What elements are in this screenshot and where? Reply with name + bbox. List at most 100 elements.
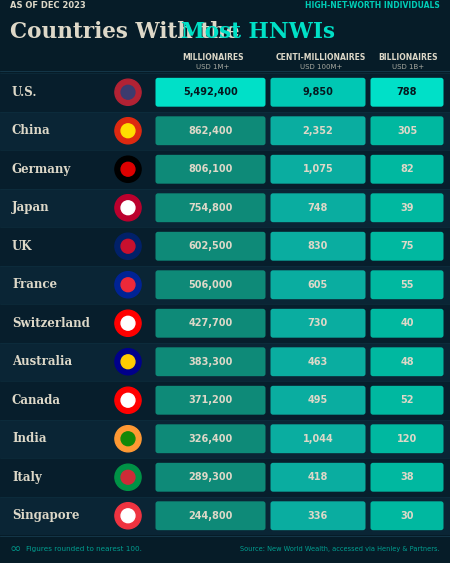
Text: Canada: Canada bbox=[12, 394, 61, 406]
Circle shape bbox=[121, 355, 135, 369]
Text: U.S.: U.S. bbox=[12, 86, 37, 99]
FancyBboxPatch shape bbox=[0, 266, 450, 304]
Text: USD 100M+: USD 100M+ bbox=[300, 64, 342, 70]
FancyBboxPatch shape bbox=[156, 193, 266, 222]
FancyBboxPatch shape bbox=[156, 117, 266, 145]
FancyBboxPatch shape bbox=[156, 270, 266, 299]
FancyBboxPatch shape bbox=[370, 386, 444, 415]
FancyBboxPatch shape bbox=[0, 342, 450, 381]
FancyBboxPatch shape bbox=[270, 117, 365, 145]
Circle shape bbox=[115, 310, 141, 336]
Text: 371,200: 371,200 bbox=[189, 395, 233, 405]
Text: Italy: Italy bbox=[12, 471, 42, 484]
FancyBboxPatch shape bbox=[270, 347, 365, 376]
Text: 9,850: 9,850 bbox=[302, 87, 333, 97]
FancyBboxPatch shape bbox=[370, 193, 444, 222]
Text: HIGH-NET-WORTH INDIVIDUALS: HIGH-NET-WORTH INDIVIDUALS bbox=[305, 1, 440, 10]
FancyBboxPatch shape bbox=[156, 386, 266, 415]
Text: 830: 830 bbox=[308, 242, 328, 251]
FancyBboxPatch shape bbox=[270, 309, 365, 338]
Text: 52: 52 bbox=[400, 395, 414, 405]
Text: 862,400: 862,400 bbox=[188, 126, 233, 136]
Text: 48: 48 bbox=[400, 357, 414, 367]
Text: 730: 730 bbox=[308, 318, 328, 328]
Text: 788: 788 bbox=[397, 87, 417, 97]
Circle shape bbox=[121, 201, 135, 215]
FancyBboxPatch shape bbox=[156, 232, 266, 261]
Circle shape bbox=[121, 86, 135, 99]
FancyBboxPatch shape bbox=[0, 381, 450, 419]
Text: Japan: Japan bbox=[12, 201, 50, 215]
Text: Australia: Australia bbox=[12, 355, 72, 368]
FancyBboxPatch shape bbox=[370, 347, 444, 376]
Text: Germany: Germany bbox=[12, 163, 71, 176]
Text: 305: 305 bbox=[397, 126, 417, 136]
FancyBboxPatch shape bbox=[270, 78, 365, 106]
Text: 244,800: 244,800 bbox=[188, 511, 233, 521]
Text: 40: 40 bbox=[400, 318, 414, 328]
Text: 289,300: 289,300 bbox=[188, 472, 233, 482]
FancyBboxPatch shape bbox=[370, 117, 444, 145]
Text: 75: 75 bbox=[400, 242, 414, 251]
Circle shape bbox=[121, 394, 135, 407]
FancyBboxPatch shape bbox=[270, 155, 365, 184]
Text: France: France bbox=[12, 278, 57, 291]
Circle shape bbox=[121, 278, 135, 292]
FancyBboxPatch shape bbox=[270, 232, 365, 261]
FancyBboxPatch shape bbox=[0, 419, 450, 458]
Circle shape bbox=[115, 156, 141, 182]
Text: USD 1M+: USD 1M+ bbox=[196, 64, 230, 70]
FancyBboxPatch shape bbox=[270, 425, 365, 453]
Text: 427,700: 427,700 bbox=[189, 318, 233, 328]
Text: 55: 55 bbox=[400, 280, 414, 290]
FancyBboxPatch shape bbox=[156, 78, 266, 106]
FancyBboxPatch shape bbox=[270, 463, 365, 491]
FancyBboxPatch shape bbox=[156, 425, 266, 453]
Circle shape bbox=[121, 470, 135, 484]
Circle shape bbox=[115, 503, 141, 529]
Circle shape bbox=[121, 316, 135, 330]
Circle shape bbox=[115, 79, 141, 105]
Text: 1,044: 1,044 bbox=[302, 434, 333, 444]
Text: 418: 418 bbox=[308, 472, 328, 482]
Text: Countries With the: Countries With the bbox=[10, 21, 247, 43]
FancyBboxPatch shape bbox=[270, 193, 365, 222]
Circle shape bbox=[115, 118, 141, 144]
Circle shape bbox=[121, 432, 135, 446]
Text: Switzerland: Switzerland bbox=[12, 317, 90, 330]
Circle shape bbox=[115, 272, 141, 298]
Text: 30: 30 bbox=[400, 511, 414, 521]
Text: India: India bbox=[12, 432, 46, 445]
Text: ∞: ∞ bbox=[10, 542, 22, 556]
Text: AS OF DEC 2023: AS OF DEC 2023 bbox=[10, 1, 86, 10]
Text: 326,400: 326,400 bbox=[189, 434, 233, 444]
Circle shape bbox=[121, 509, 135, 522]
Text: 5,492,400: 5,492,400 bbox=[183, 87, 238, 97]
FancyBboxPatch shape bbox=[0, 73, 450, 111]
Text: 754,800: 754,800 bbox=[188, 203, 233, 213]
Text: Most HNWIs: Most HNWIs bbox=[181, 21, 335, 43]
FancyBboxPatch shape bbox=[370, 463, 444, 491]
Text: 463: 463 bbox=[308, 357, 328, 367]
FancyBboxPatch shape bbox=[156, 501, 266, 530]
FancyBboxPatch shape bbox=[370, 155, 444, 184]
FancyBboxPatch shape bbox=[156, 463, 266, 491]
Text: USD 1B+: USD 1B+ bbox=[392, 64, 424, 70]
Text: 506,000: 506,000 bbox=[189, 280, 233, 290]
FancyBboxPatch shape bbox=[270, 501, 365, 530]
Text: Singapore: Singapore bbox=[12, 510, 80, 522]
Text: 748: 748 bbox=[308, 203, 328, 213]
Text: 495: 495 bbox=[308, 395, 328, 405]
Circle shape bbox=[115, 387, 141, 413]
Circle shape bbox=[115, 464, 141, 490]
Text: 120: 120 bbox=[397, 434, 417, 444]
Circle shape bbox=[121, 124, 135, 138]
FancyBboxPatch shape bbox=[156, 309, 266, 338]
Text: 38: 38 bbox=[400, 472, 414, 482]
Circle shape bbox=[121, 239, 135, 253]
Text: BILLIONAIRES: BILLIONAIRES bbox=[378, 53, 438, 62]
FancyBboxPatch shape bbox=[0, 458, 450, 497]
Text: UK: UK bbox=[12, 240, 32, 253]
FancyBboxPatch shape bbox=[0, 189, 450, 227]
FancyBboxPatch shape bbox=[270, 270, 365, 299]
